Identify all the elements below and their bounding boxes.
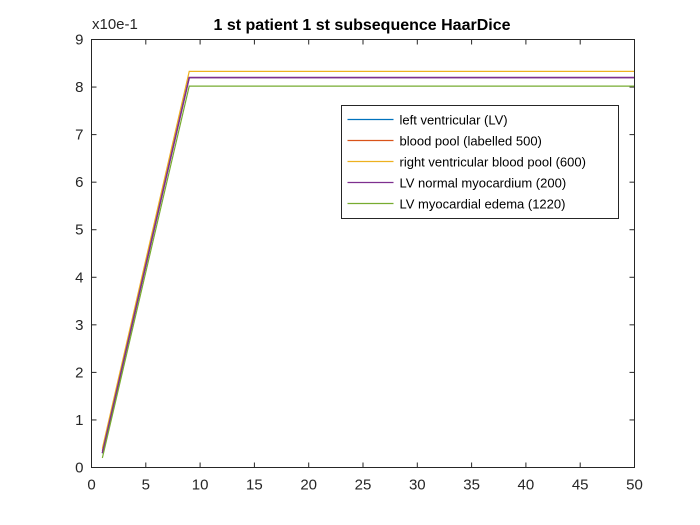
x-tick-label: 10 (192, 477, 209, 494)
y-tick-label: 8 (75, 79, 83, 96)
series-lines (101, 70, 635, 459)
plot-area (91, 39, 635, 468)
y-tick-label: 5 (75, 222, 83, 239)
y-tick-label: 0 (75, 460, 83, 477)
x-tick-label: 35 (463, 477, 480, 494)
y-tick-label: 9 (75, 32, 83, 49)
y-exponent-label: x10e-1 (92, 16, 138, 33)
series-line-lv-normal-myocardium-200 (101, 76, 635, 454)
x-tick-label: 5 (142, 477, 150, 494)
y-tick-label: 6 (75, 174, 83, 191)
y-tick-label: 1 (75, 412, 83, 429)
series-line-lv-myocardial-edema-1220 (101, 85, 635, 459)
legend-entry-label: LV myocardial edema (1220) (400, 197, 566, 212)
plot-frame (91, 39, 635, 468)
legend-entry-label: left ventricular (LV) (400, 113, 508, 128)
x-tick-label: 0 (87, 477, 95, 494)
x-tick-label: 25 (355, 477, 372, 494)
x-tick-label: 15 (246, 477, 263, 494)
chart-title: 1 st patient 1 st subsequence HaarDice (214, 17, 511, 34)
y-tick-label: 3 (75, 317, 83, 334)
series-line-right-ventricular-blood-pool-600 (101, 70, 635, 449)
legend-entry-label: LV normal myocardium (200) (400, 176, 567, 191)
y-tick-label: 7 (75, 127, 83, 144)
legend: left ventricular (LV) blood pool (labelle… (341, 105, 619, 219)
x-tick-label: 30 (409, 477, 426, 494)
x-tick-label: 20 (300, 477, 317, 494)
x-tick-label: 45 (572, 477, 589, 494)
x-tick-label: 50 (626, 477, 643, 494)
y-tick-label: 2 (75, 364, 83, 381)
x-tick-label: 40 (518, 477, 535, 494)
y-tick-label: 4 (75, 269, 83, 286)
legend-entry-label: right ventricular blood pool (600) (400, 155, 586, 170)
legend-entry-label: blood pool (labelled 500) (400, 134, 542, 149)
